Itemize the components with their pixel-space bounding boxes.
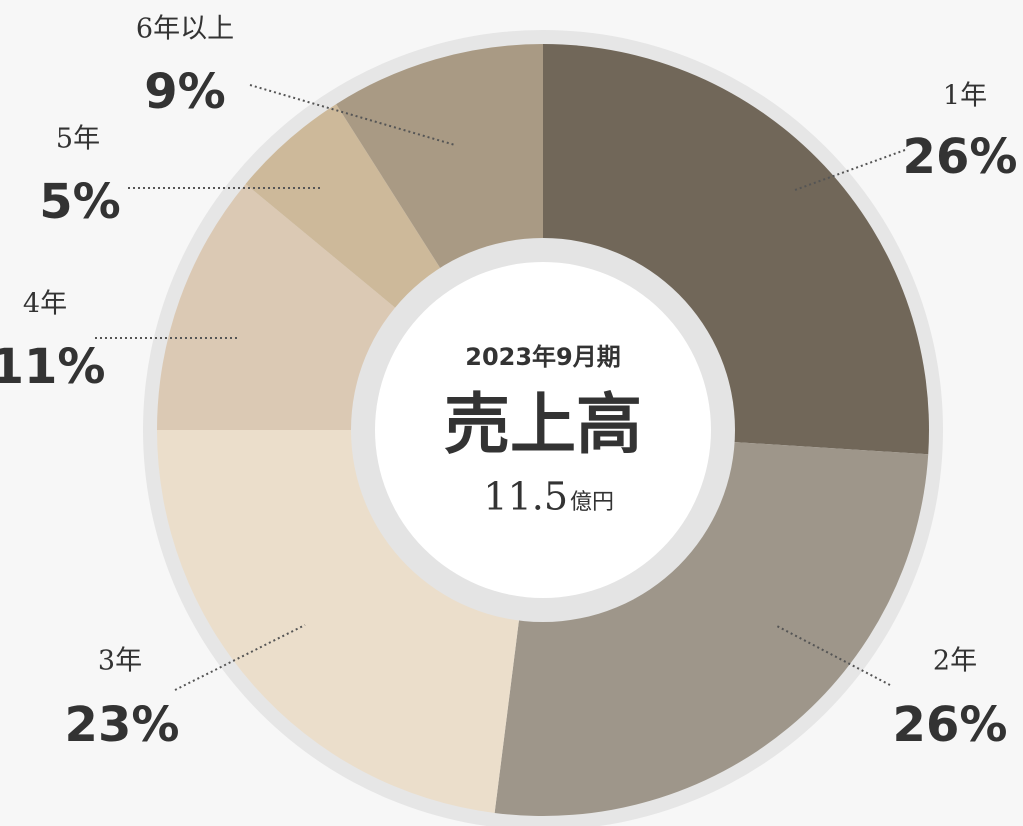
category-label: 3年 [98,646,142,677]
category-label: 5年 [56,124,100,155]
value-label: 26% [893,697,1008,753]
category-label: 1年 [943,81,987,112]
value-label: 9% [144,64,226,120]
value-label: 5% [39,174,121,230]
center-subtitle: 2023年9月期 [465,343,621,371]
leader-line [774,624,891,686]
center-unit: 億円 [570,490,614,515]
category-label: 4年 [23,289,67,320]
value-label: 11% [0,339,105,395]
leader-line [174,624,306,691]
category-label: 6年以上 [136,14,234,45]
leader-line [249,84,456,146]
category-label: 2年 [933,646,977,677]
value-label: 23% [65,697,180,753]
value-label: 26% [903,129,1018,185]
center-hole [375,262,711,598]
center-title: 売上高 [444,385,642,463]
center-value: 11.5 [483,475,568,519]
